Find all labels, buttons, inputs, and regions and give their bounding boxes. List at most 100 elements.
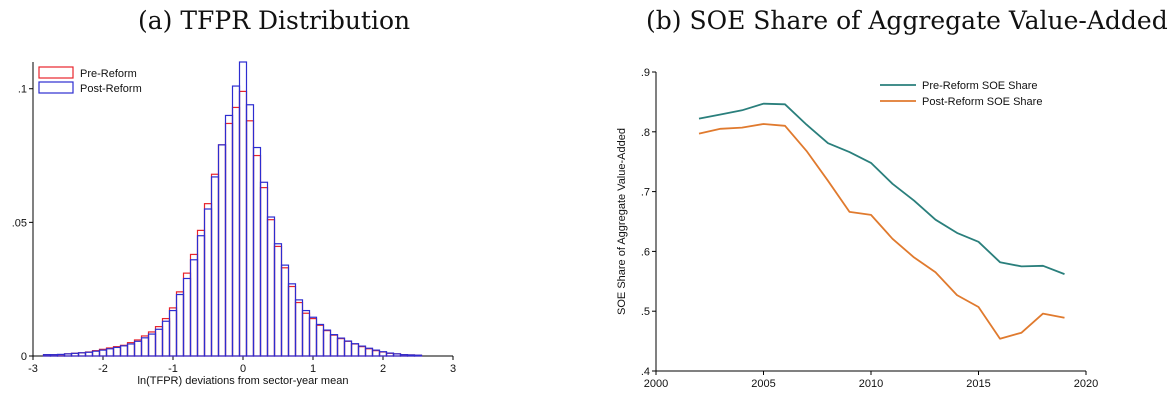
histogram-bar: [322, 330, 332, 357]
x-tick-label: 2015: [966, 378, 990, 390]
y-tick-label: .7: [641, 187, 650, 199]
histogram-bar: [238, 61, 248, 357]
histogram-bar: [378, 351, 388, 357]
histogram-bar: [231, 85, 241, 357]
histogram-bar: [112, 346, 122, 357]
legend-swatch: [38, 66, 74, 79]
histogram-bar: [49, 354, 59, 357]
histogram-bar: [161, 317, 171, 357]
histogram-bar: [77, 352, 87, 357]
tfpr-histogram: 0 .05 .1 -3 -2 -1 0 1 2 3 ln(TFPR) deviations from…: [12, 61, 456, 387]
histogram-bar: [392, 353, 402, 357]
histogram-bar: [63, 353, 73, 357]
histogram-bar: [231, 106, 241, 357]
histogram-bar: [294, 299, 304, 357]
histogram-bar: [322, 329, 332, 357]
histogram-bar: [406, 354, 416, 357]
legend-label: Pre-Reform SOE Share: [922, 80, 1038, 92]
histogram-bar: [133, 340, 143, 357]
histogram-bar: [210, 176, 220, 357]
histogram-bar: [413, 354, 423, 357]
legend-label: Pre-Reform: [80, 68, 137, 80]
x-tick-label: 2: [380, 363, 386, 375]
histogram-bar: [168, 307, 178, 357]
histogram-bar: [280, 267, 290, 357]
histogram-bar: [140, 337, 150, 357]
histogram-bar: [217, 144, 227, 357]
histogram-bar: [252, 154, 262, 357]
histogram-bar: [119, 345, 129, 357]
y-tick-label: .8: [641, 127, 650, 139]
histogram-bar: [175, 291, 185, 357]
histogram-bar: [161, 320, 171, 357]
soe-share-line-chart: .4 .5 .6 .7 .8 .9 2000 2005 2010 2015 2020 SOE Shar…: [616, 67, 1098, 390]
histogram-bar: [224, 122, 234, 357]
histogram-bar: [224, 114, 234, 357]
histogram-bar: [357, 346, 367, 357]
legend-label: Post-Reform SOE Share: [922, 96, 1042, 108]
histogram-bar: [343, 340, 353, 357]
histogram-bar: [196, 235, 206, 357]
histogram-bar: [329, 334, 339, 357]
y-tick-label: .5: [641, 306, 650, 318]
histogram-bar: [105, 348, 115, 357]
histogram-bar: [315, 323, 325, 357]
histogram-bar: [126, 342, 136, 357]
x-tick-label: -2: [98, 363, 108, 375]
histogram-bar: [287, 283, 297, 357]
histogram-bar: [245, 120, 255, 357]
legend-label: Post-Reform: [80, 83, 142, 95]
histogram-bar: [154, 328, 164, 357]
series-line: [698, 123, 1065, 340]
x-tick-label: -3: [28, 363, 38, 375]
histogram-bar: [308, 316, 318, 357]
histogram-bar: [301, 312, 311, 357]
histogram-bar: [371, 350, 381, 357]
histogram-bar: [336, 337, 346, 357]
histogram-bar: [357, 345, 367, 357]
histogram-bar: [273, 245, 283, 357]
histogram-bar: [140, 335, 150, 357]
histogram-bar: [266, 216, 276, 357]
histogram-bar: [189, 259, 199, 357]
histogram-bar: [259, 181, 269, 357]
histogram-bar: [343, 340, 353, 357]
histogram-bar: [182, 277, 192, 357]
x-tick-label: 2005: [751, 378, 775, 390]
histogram-bar: [196, 229, 206, 357]
histogram-bar: [385, 352, 395, 357]
x-tick-label: 1: [310, 363, 316, 375]
histogram-bar: [147, 331, 157, 357]
histogram-bar: [203, 208, 213, 357]
x-tick-label: 0: [240, 363, 246, 375]
series-line: [698, 102, 1065, 275]
histogram-bar: [399, 354, 409, 357]
histogram-bar: [147, 333, 157, 357]
x-axis-label: ln(TFPR) deviations from sector-year mea…: [138, 375, 349, 387]
histogram-bar: [329, 334, 339, 357]
histogram-bar: [364, 348, 374, 357]
histogram-bar: [98, 349, 108, 357]
histogram-bar: [210, 173, 220, 357]
panel-b-title: (b) SOE Share of Aggregate Value-Added: [646, 6, 1168, 35]
histogram-bar: [119, 344, 129, 357]
x-tick-label: 2010: [859, 378, 883, 390]
x-tick-label: 2000: [644, 378, 668, 390]
histogram-bar: [217, 144, 227, 357]
x-tick-label: -1: [168, 363, 178, 375]
y-axis-label: SOE Share of Aggregate Value-Added: [616, 128, 628, 315]
y-tick-label: .9: [641, 67, 650, 79]
histogram-bar: [315, 324, 325, 357]
histogram-bar: [154, 326, 164, 357]
histogram-bar: [70, 352, 80, 357]
histogram-bar: [91, 350, 101, 357]
histogram-bar: [175, 293, 185, 357]
histogram-bar: [133, 339, 143, 357]
histogram-bar: [336, 338, 346, 357]
histogram-bar: [182, 272, 192, 357]
histogram-bar: [238, 90, 248, 357]
histogram-bar: [252, 146, 262, 357]
histogram-bar: [112, 346, 122, 357]
histogram-bar: [266, 219, 276, 357]
